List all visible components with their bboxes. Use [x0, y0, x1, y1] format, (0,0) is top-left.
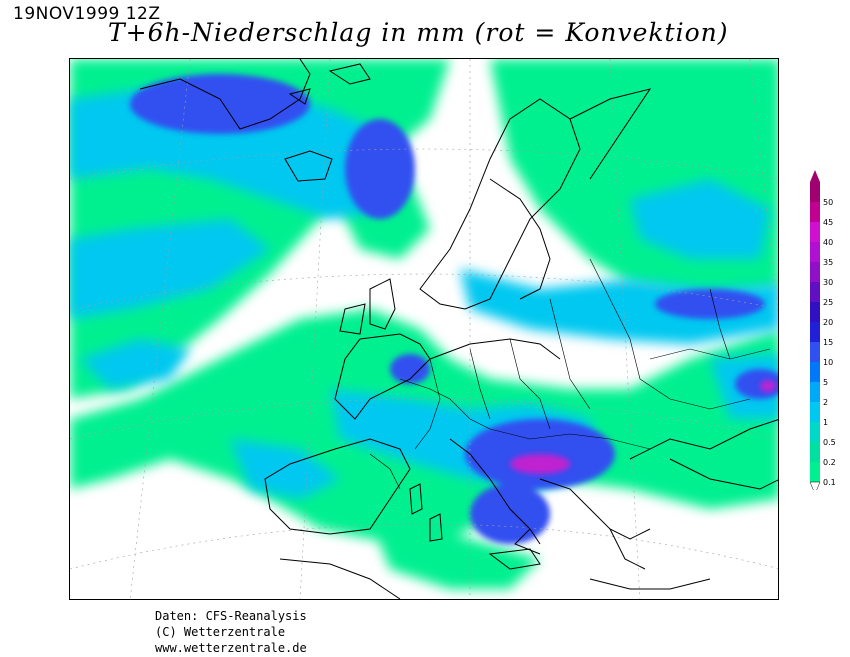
legend-arrow-bottom	[809, 481, 821, 495]
legend-swatch	[810, 402, 820, 422]
legend-tick-label: 5	[823, 378, 828, 387]
coastlines	[139, 59, 778, 599]
legend-swatch	[810, 382, 820, 402]
legend-swatch	[810, 462, 820, 482]
precipitation-map	[69, 58, 779, 600]
legend-swatch	[810, 362, 820, 382]
footer-copyright: (C) Wetterzentrale	[155, 625, 286, 639]
chart-title: T+6h-Niederschlag in mm (rot = Konvektio…	[108, 18, 729, 47]
legend-tick-label: 20	[823, 318, 833, 327]
legend-tick-label: 2	[823, 398, 828, 407]
legend-swatch	[810, 282, 820, 302]
timestamp: 19NOV1999 12Z	[13, 4, 161, 24]
footer-website: www.wetterzentrale.de	[155, 641, 307, 655]
precipitation-legend: 0.1 0.2 0.5 1 2 5 10 15 20 25 30 35 40 45 50	[808, 170, 848, 495]
graticule	[70, 59, 778, 599]
footer-data-source: Daten: CFS-Reanalysis	[155, 609, 307, 623]
legend-swatch	[810, 262, 820, 282]
legend-swatch	[810, 182, 820, 202]
legend-tick-label: 15	[823, 338, 833, 347]
country-borders	[369, 258, 771, 490]
legend-swatch	[810, 322, 820, 342]
legend-tick-label: 35	[823, 258, 833, 267]
legend-tick-label: 25	[823, 298, 833, 307]
legend-arrow-top	[810, 170, 820, 182]
legend-swatch	[810, 302, 820, 322]
legend-swatch	[810, 342, 820, 362]
legend-tick-label: 30	[823, 278, 833, 287]
map-canvas	[70, 59, 778, 599]
legend-swatch	[810, 442, 820, 462]
legend-swatch	[810, 202, 820, 222]
legend-swatch	[810, 222, 820, 242]
precip-field-convective	[510, 380, 776, 474]
legend-tick-label: 40	[823, 238, 833, 247]
legend-tick-label: 0.2	[823, 458, 836, 467]
legend-swatch	[810, 242, 820, 262]
legend-tick-label: 45	[823, 218, 833, 227]
legend-tick-label: 0.1	[823, 478, 836, 487]
legend-tick-label: 10	[823, 358, 833, 367]
legend-tick-label: 1	[823, 418, 828, 427]
legend-swatch	[810, 422, 820, 442]
legend-tick-label: 50	[823, 198, 833, 207]
legend-tick-label: 0.5	[823, 438, 836, 447]
